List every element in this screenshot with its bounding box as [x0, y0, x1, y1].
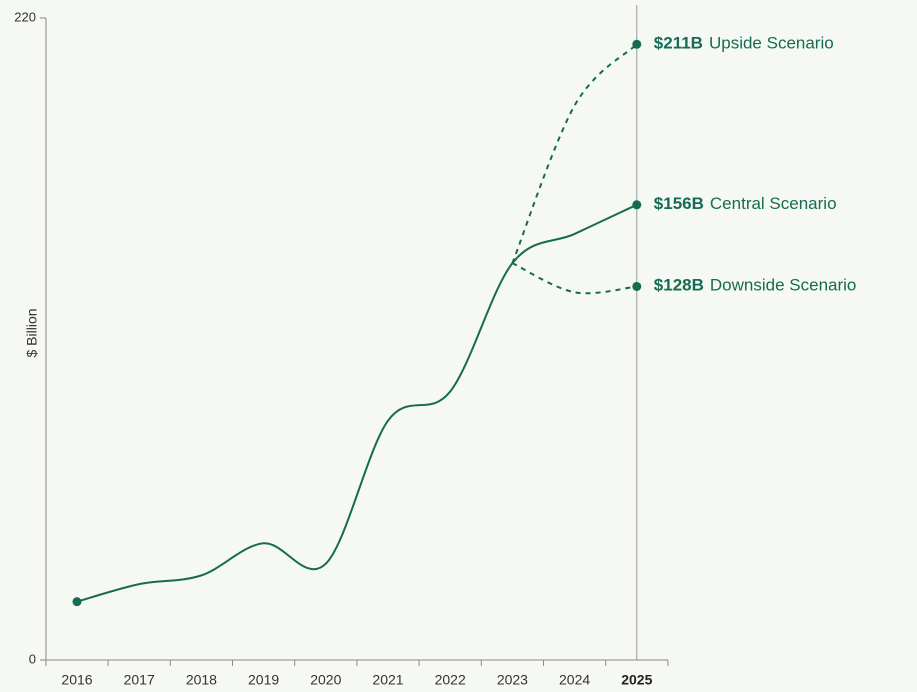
x-tick-label: 2023: [497, 672, 528, 688]
x-tick-label: 2020: [310, 672, 341, 688]
series-name: Upside Scenario: [709, 34, 834, 53]
value-label: $156B: [654, 194, 704, 213]
line: [511, 43, 638, 264]
point: [72, 597, 82, 607]
x-tick-label: 2017: [124, 672, 155, 688]
point: [632, 281, 642, 291]
series-name: Central Scenario: [710, 194, 837, 213]
data-label: $211B Upside Scenario: [654, 34, 834, 53]
value-label: $211B: [654, 34, 703, 53]
x-tick-label: 2018: [186, 672, 217, 688]
point: [632, 200, 642, 210]
series-name: Downside Scenario: [710, 276, 856, 295]
x-tick-label: 2021: [372, 672, 403, 688]
data-label: $156B Central Scenario: [654, 194, 837, 213]
x-tick-label: 2025: [621, 672, 652, 688]
x-tick-label: 2019: [248, 672, 279, 688]
data-label: $128B Downside Scenario: [654, 276, 857, 295]
x-tick-label: 2022: [435, 672, 466, 688]
point: [632, 39, 642, 49]
y-tick-label: 0: [29, 651, 36, 666]
x-tick-label: 2016: [61, 672, 92, 688]
line: [511, 262, 637, 295]
x-tick-label: 2024: [559, 672, 590, 688]
value-label: $128B: [654, 276, 704, 295]
y-axis-label: $ Billion: [24, 308, 40, 357]
line: [76, 203, 638, 603]
y-tick-label: 220: [14, 9, 36, 24]
